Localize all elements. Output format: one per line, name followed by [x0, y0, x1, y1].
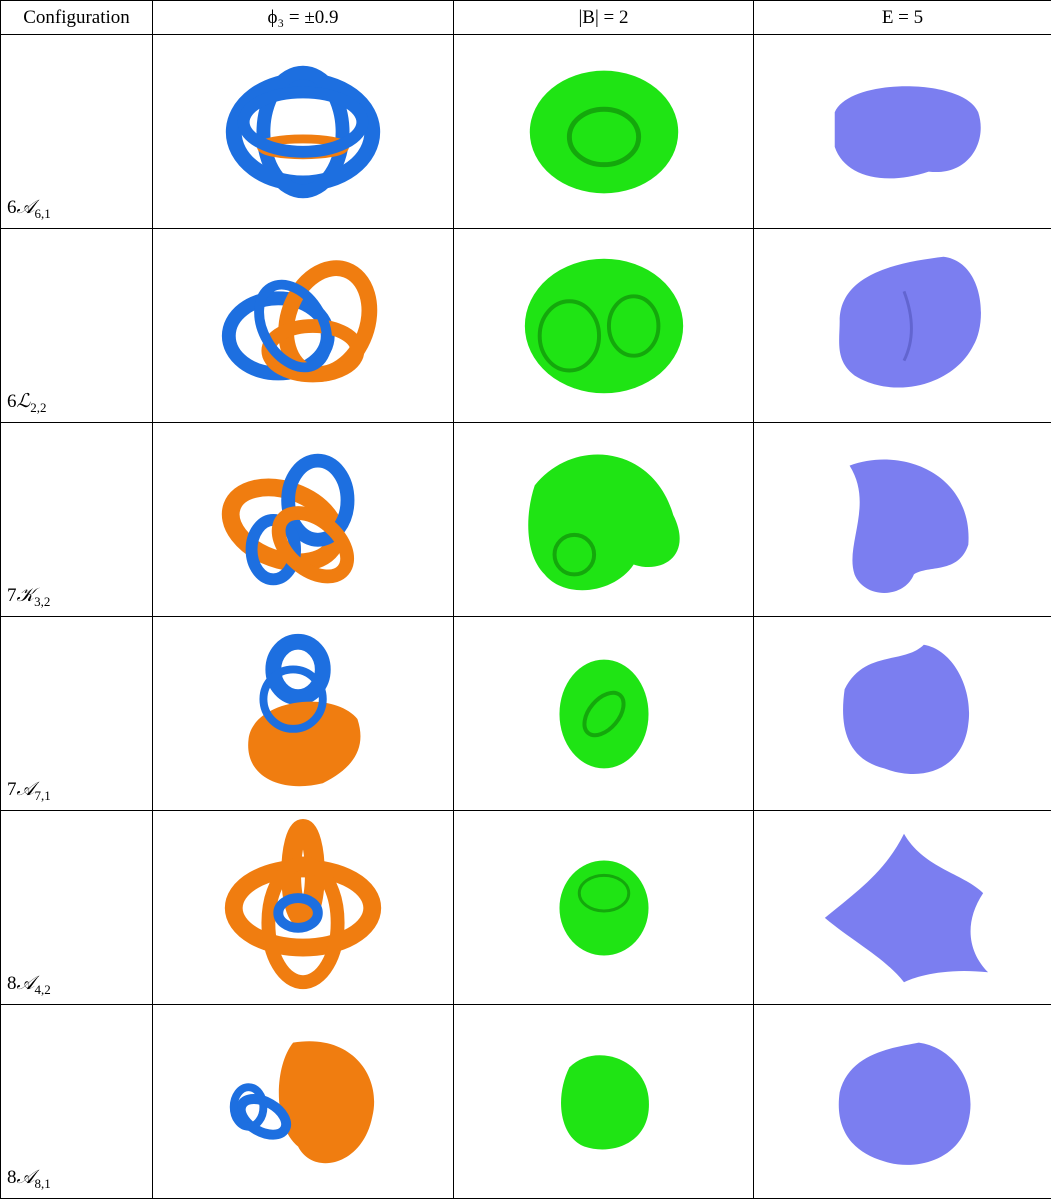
subscript: 6,1 [34, 206, 50, 221]
render [454, 38, 754, 225]
count: 7 [7, 585, 17, 606]
phi-cell [153, 229, 454, 423]
header-cell: E = 5 [754, 1, 1051, 35]
energy-cell [754, 229, 1051, 423]
symbol: 𝒜 [17, 973, 35, 994]
phi-cell [153, 1005, 454, 1199]
phi-cell [153, 423, 454, 617]
subscript: 3,2 [34, 594, 50, 609]
baryon-cell [454, 423, 754, 617]
header-row: Configuration ϕ₃ = ±0.9 |B| = 2 E = 5 [1, 1, 1051, 35]
render [153, 1008, 453, 1195]
subscript: 7,1 [34, 788, 50, 803]
render [754, 814, 1051, 1001]
table-row: 7𝒦3,2 [1, 423, 1051, 617]
render [153, 38, 453, 225]
render [754, 620, 1051, 807]
energy-cell [754, 423, 1051, 617]
energy-cell [754, 617, 1051, 811]
table-row: 8𝒜8,1 [1, 1005, 1051, 1199]
configuration-cell: 7𝒦3,2 [1, 423, 153, 617]
count: 8 [7, 1167, 17, 1188]
phi-cell [153, 811, 454, 1005]
symbol: 𝒜 [17, 779, 35, 800]
phi-cell [153, 617, 454, 811]
configuration-cell: 7𝒜7,1 [1, 617, 153, 811]
render [454, 232, 754, 419]
configuration-cell: 6ℒ2,2 [1, 229, 153, 423]
table-row: 7𝒜7,1 [1, 617, 1051, 811]
table-row: 8𝒜4,2 [1, 811, 1051, 1005]
energy-cell [754, 811, 1051, 1005]
render [754, 426, 1051, 613]
render [153, 232, 453, 419]
render [754, 38, 1051, 225]
symbol: 𝒜 [17, 197, 35, 218]
subscript: 2,2 [30, 400, 46, 415]
render [153, 426, 453, 613]
baryon-cell [454, 35, 754, 229]
render [454, 814, 754, 1001]
phi-cell [153, 35, 454, 229]
configuration-cell: 8𝒜8,1 [1, 1005, 153, 1199]
subscript: 4,2 [34, 982, 50, 997]
render [754, 232, 1051, 419]
energy-cell [754, 35, 1051, 229]
configuration-cell: 6𝒜6,1 [1, 35, 153, 229]
header-cell: |B| = 2 [454, 1, 754, 35]
render [454, 1008, 754, 1195]
count: 6 [7, 391, 17, 412]
render [153, 814, 453, 1001]
render [454, 620, 754, 807]
baryon-cell [454, 1005, 754, 1199]
baryon-cell [454, 811, 754, 1005]
render [153, 620, 453, 807]
baryon-cell [454, 617, 754, 811]
table-row: 6𝒜6,1 [1, 35, 1051, 229]
energy-cell [754, 1005, 1051, 1199]
configuration-cell: 8𝒜4,2 [1, 811, 153, 1005]
render [454, 426, 754, 613]
header-cell: ϕ₃ = ±0.9 [153, 1, 454, 35]
symbol: 𝒜 [17, 1167, 35, 1188]
subscript: 8,1 [34, 1176, 50, 1191]
count: 6 [7, 197, 17, 218]
baryon-cell [454, 229, 754, 423]
table-row: 6ℒ2,2 [1, 229, 1051, 423]
count: 8 [7, 973, 17, 994]
count: 7 [7, 779, 17, 800]
symbol: ℒ [17, 391, 31, 412]
symbol: 𝒦 [17, 585, 35, 606]
render [754, 1008, 1051, 1195]
header-cell: Configuration [1, 1, 153, 35]
